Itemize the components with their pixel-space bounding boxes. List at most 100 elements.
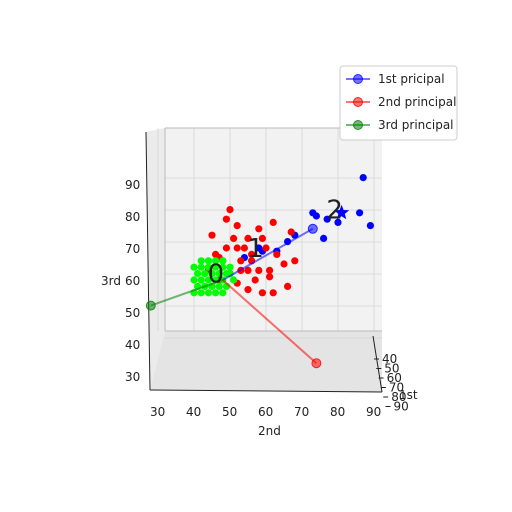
centroid-star (334, 204, 350, 220)
data-point (197, 276, 205, 284)
data-point (194, 270, 202, 278)
data-point (359, 174, 367, 182)
data-point (244, 234, 252, 242)
data-point (204, 257, 212, 265)
data-points (190, 174, 374, 297)
data-point (190, 276, 198, 284)
data-point (197, 289, 205, 297)
data-point (255, 225, 263, 233)
y-axis-line (149, 389, 383, 393)
x-axis-label: 1st (399, 388, 418, 402)
data-point (248, 250, 256, 258)
data-point (222, 215, 230, 223)
data-point (212, 250, 220, 258)
z-tick-label: 30 (125, 370, 140, 384)
data-point (215, 282, 223, 290)
data-point (255, 266, 263, 274)
x-tick-label: 80 (391, 390, 406, 404)
data-point (233, 222, 241, 230)
data-point (258, 234, 266, 242)
legend: 1st pricipal 2nd principal 3rd principal (339, 65, 458, 141)
data-point (244, 266, 252, 274)
data-point (215, 270, 223, 278)
data-point (244, 286, 252, 294)
principal-axis-end (311, 358, 322, 369)
data-point (212, 289, 220, 297)
legend-marker (353, 74, 363, 84)
legend-label: 2nd principal (378, 95, 456, 109)
legend-label: 1st pricipal (378, 72, 445, 86)
data-point (320, 234, 328, 242)
data-point (251, 276, 259, 284)
data-point (204, 276, 212, 284)
z-tick-label: 60 (125, 274, 140, 288)
x-axis-line (372, 335, 383, 393)
data-point (334, 218, 342, 226)
data-point (219, 257, 227, 265)
x-tick-label: 50 (384, 362, 399, 376)
data-point (208, 270, 216, 278)
legend-label: 3rd principal (378, 118, 454, 132)
x-tick-label: 60 (387, 371, 402, 385)
y-tick-label: 50 (222, 405, 237, 419)
data-point (190, 263, 198, 271)
legend-box (339, 65, 458, 141)
data-point (204, 263, 212, 271)
x-tick-label: 40 (382, 352, 397, 366)
principal-axis-line (222, 227, 314, 281)
cluster-label: 2 (326, 196, 343, 226)
y-tick-label: 30 (150, 405, 165, 419)
data-point (266, 266, 274, 274)
data-point (226, 206, 234, 214)
z-tick-label: 40 (125, 338, 140, 352)
data-point (219, 289, 227, 297)
data-point (230, 276, 238, 284)
back-pane (165, 128, 382, 331)
data-point (280, 260, 288, 268)
principal-axis-line (222, 279, 318, 364)
z-tick-label: 50 (125, 306, 140, 320)
z-axis-ticks: 30 40 50 60 70 80 90 (125, 178, 140, 384)
data-point (269, 289, 277, 297)
data-point (219, 263, 227, 271)
y-tick-label: 40 (186, 405, 201, 419)
y-tick-label: 90 (366, 405, 381, 419)
y-tick-label: 70 (294, 405, 309, 419)
data-point (287, 228, 295, 236)
gridlines (157, 128, 382, 339)
y-tick-label: 60 (258, 405, 273, 419)
z-tick-label: 80 (125, 210, 140, 224)
data-point (197, 257, 205, 265)
data-point (309, 209, 317, 217)
x-tick-label: 70 (389, 381, 404, 395)
data-point (323, 215, 331, 223)
data-point (240, 244, 248, 252)
data-point (258, 289, 266, 297)
z-axis-line (145, 131, 151, 391)
legend-marker (353, 120, 363, 130)
data-point (233, 244, 241, 252)
y-axis-label: 2nd (258, 424, 281, 438)
data-point (266, 273, 274, 281)
data-point (230, 234, 238, 242)
data-point (291, 257, 299, 265)
left-pane (146, 128, 165, 390)
floor-pane (150, 331, 382, 392)
data-point (273, 250, 281, 258)
data-point (222, 244, 230, 252)
principal-axis-line (150, 279, 224, 307)
cluster-label: 1 (247, 234, 264, 264)
z-axis-label: 3rd (101, 274, 121, 288)
z-tick-label: 90 (125, 178, 140, 192)
y-tick-label: 80 (330, 405, 345, 419)
z-tick-label: 70 (125, 242, 140, 256)
data-point (226, 263, 234, 271)
cluster-label: 0 (208, 260, 225, 290)
data-point (262, 244, 270, 252)
data-point (204, 289, 212, 297)
data-point (201, 270, 209, 278)
data-point (208, 231, 216, 239)
principal-axes (145, 204, 350, 369)
